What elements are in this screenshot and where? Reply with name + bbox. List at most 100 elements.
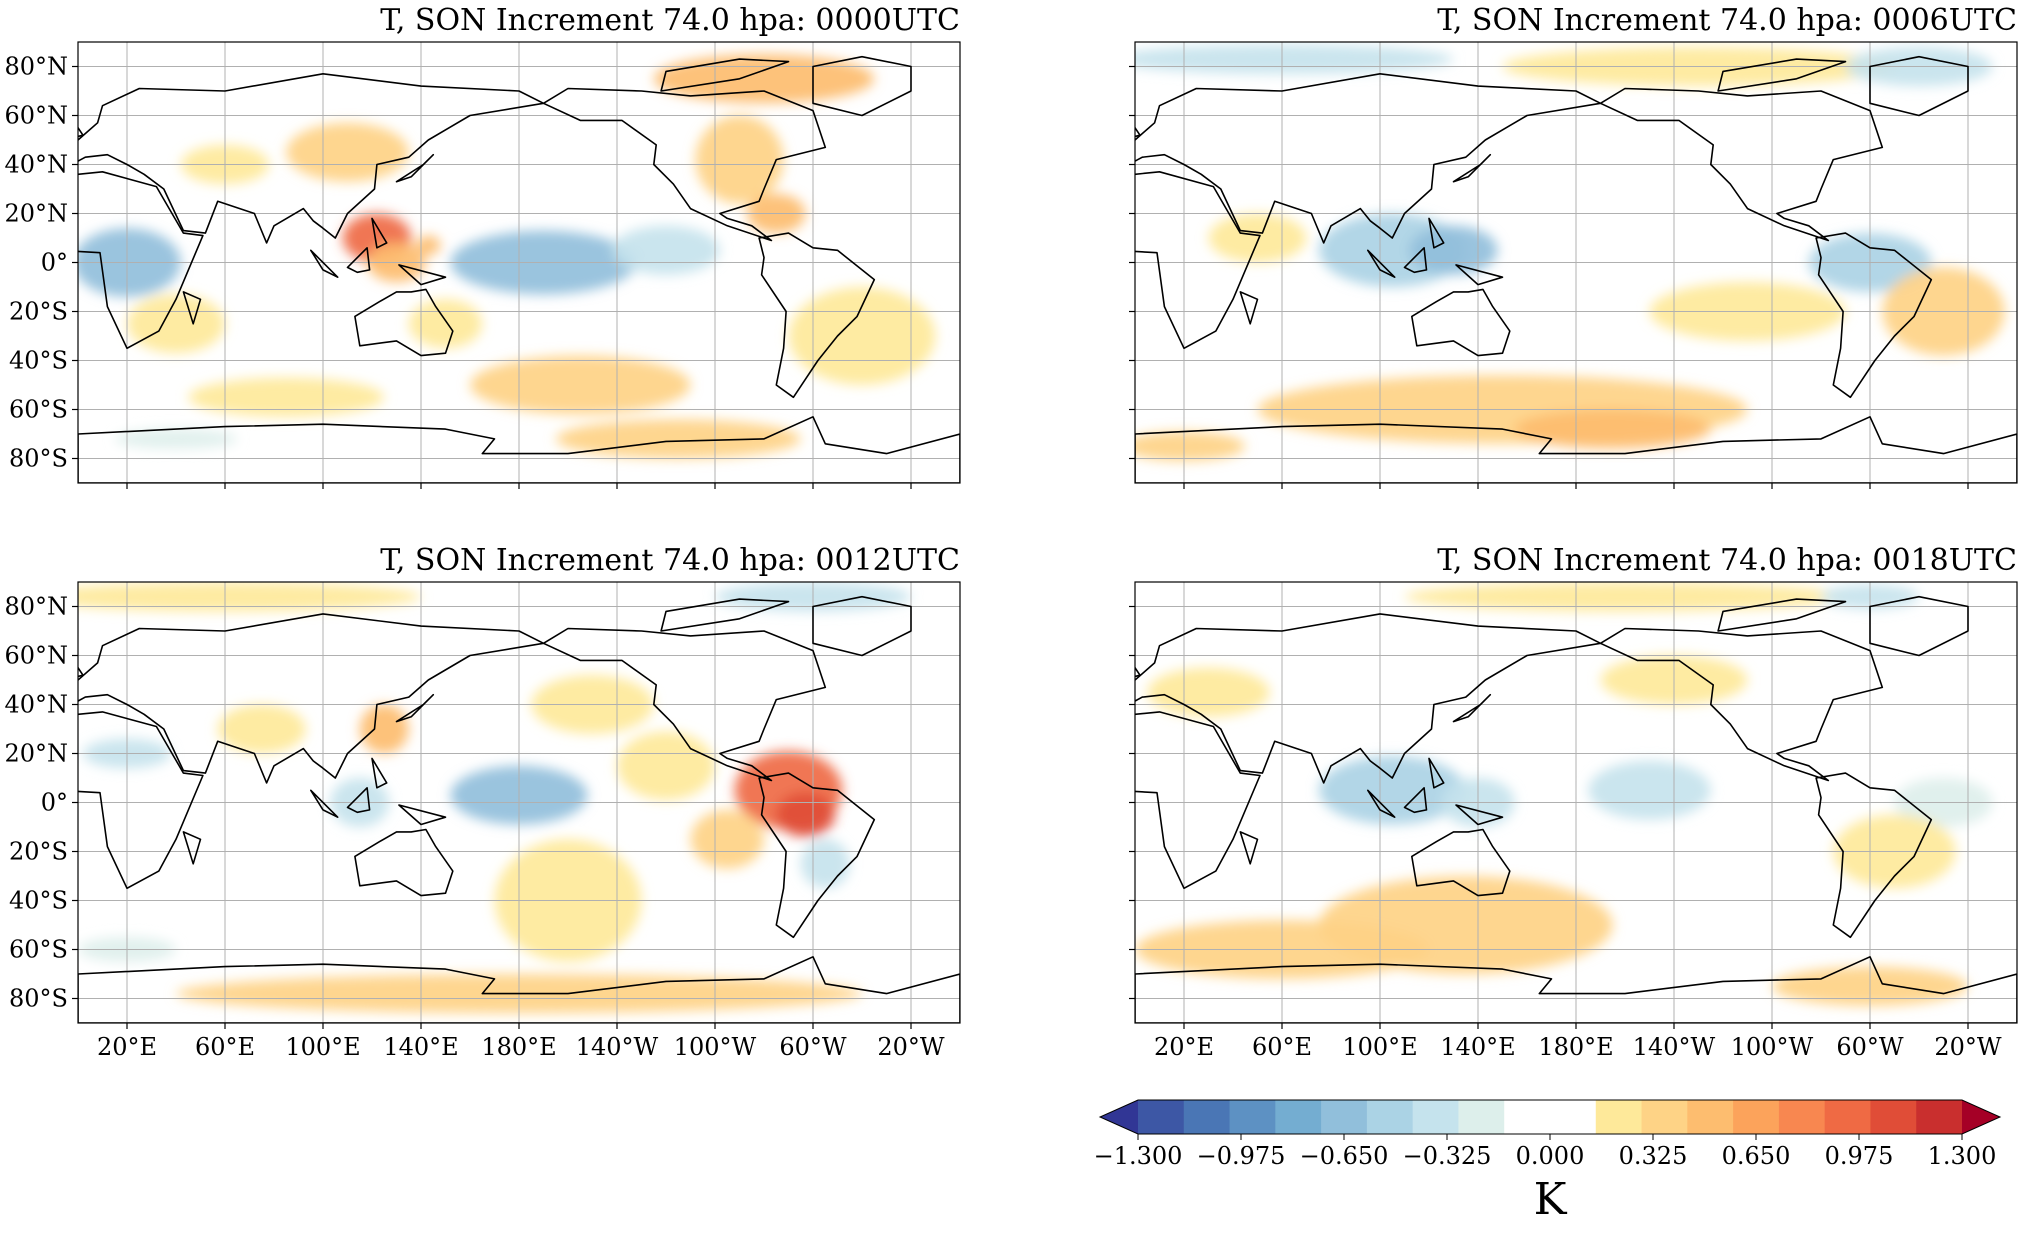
- lon-tick-label: 180°E: [1538, 1033, 1613, 1061]
- lon-tick-label: 20°E: [1154, 1033, 1214, 1061]
- gridlines: [78, 42, 960, 483]
- coastline: [78, 416, 960, 483]
- increment-blob: [1527, 164, 1723, 214]
- increment-blob: [359, 704, 409, 754]
- coastline: [1815, 772, 1933, 939]
- lon-tick-label: 60°E: [195, 1033, 255, 1061]
- lon-tick-label: 100°W: [1731, 1033, 1814, 1061]
- lat-tick-label: 20°S: [9, 838, 68, 866]
- coastline: [1135, 711, 1261, 890]
- colorbar-segment: [1550, 1100, 1597, 1134]
- coastline: [1455, 804, 1504, 826]
- colorbar-segment: [1870, 1100, 1917, 1134]
- coastlines: [78, 55, 960, 483]
- coastline: [398, 804, 447, 826]
- lat-tick-label: 80°S: [9, 445, 68, 473]
- coastline: [78, 73, 545, 244]
- lon-tick-label: 20°W: [1934, 1033, 2002, 1061]
- increment-blob: [114, 429, 238, 449]
- coastline: [1239, 291, 1259, 325]
- coastline: [1599, 627, 1884, 782]
- colorbar-tick-label: 0.975: [1825, 1142, 1894, 1170]
- increment-blob: [776, 792, 836, 837]
- colorbar-tick-label: 0.325: [1619, 1142, 1688, 1170]
- colorbar-segment: [1229, 1100, 1276, 1134]
- increment-blob: [416, 235, 441, 256]
- increment-blob: [1514, 409, 1711, 449]
- colorbar-segment: [1275, 1100, 1322, 1134]
- lat-tick-label: 80°S: [9, 985, 68, 1013]
- colorbar-segment: [1183, 1100, 1231, 1134]
- coastline: [182, 291, 202, 325]
- coastline: [1411, 828, 1511, 897]
- colorbar-segment: [1321, 1100, 1368, 1134]
- panel-title: T, SON Increment 74.0 hpa: 0012UTC: [380, 543, 960, 578]
- increment-blob: [1318, 755, 1466, 825]
- map-panel-0018utc: 20°E 60°E 100°E 140°E 180°E 140°W 100°W 60°W 20°…: [1129, 543, 2018, 1061]
- colorbar-segment: [1504, 1100, 1551, 1134]
- coastline: [371, 217, 388, 249]
- gridlines: [1135, 582, 2017, 1023]
- coastline: [1367, 789, 1396, 818]
- colorbar-segment: [1458, 1100, 1505, 1134]
- coastline: [310, 789, 339, 818]
- colorbar-tick-label: −0.325: [1403, 1142, 1492, 1170]
- colorbar-tick-label: −1.300: [1094, 1142, 1183, 1170]
- colorbar-segment: [1687, 1100, 1734, 1134]
- increment-blob: [690, 809, 764, 869]
- lon-tick-label: 100°E: [1342, 1033, 1417, 1061]
- increment-blob: [1588, 760, 1711, 820]
- lon-tick-label: 60°W: [779, 1033, 847, 1061]
- lat-tick-label: 80°N: [4, 593, 68, 621]
- increment-blob: [188, 377, 385, 417]
- colorbar-segment: [1138, 1100, 1185, 1134]
- coastline: [1599, 87, 1884, 242]
- coastline: [1239, 831, 1259, 865]
- coastline: [371, 757, 388, 789]
- coastline: [1455, 264, 1504, 286]
- panel-title: T, SON Increment 74.0 hpa: 0006UTC: [1437, 3, 2017, 38]
- coastline: [346, 787, 371, 814]
- coastline: [660, 598, 790, 632]
- lon-tick-label: 140°E: [383, 1033, 458, 1061]
- coastline: [1135, 416, 2017, 483]
- coastline: [1135, 956, 2017, 1023]
- lon-tick-label: 180°E: [481, 1033, 556, 1061]
- map-panel-0006utc: T, SON Increment 74.0 hpa: 0006UTC: [1129, 3, 2018, 489]
- colorbar-segment: [1916, 1100, 1963, 1134]
- coastline: [398, 264, 447, 286]
- coastline: [1135, 73, 1602, 244]
- increment-blob: [1147, 667, 1270, 717]
- lat-tick-label: 60°N: [4, 102, 68, 130]
- lat-tick-label: 40°N: [4, 151, 68, 179]
- colorbar-segment: [1778, 1100, 1826, 1134]
- coastline: [346, 247, 371, 274]
- lat-tick-label: 20°N: [4, 740, 68, 768]
- lat-tick-label: 20°S: [9, 298, 68, 326]
- colorbar-tick-label: 1.300: [1928, 1142, 1997, 1170]
- coastline: [1428, 217, 1445, 249]
- coastline: [542, 87, 827, 242]
- coastlines: [1135, 595, 2017, 1023]
- increment-blob: [1208, 213, 1307, 263]
- coastline: [354, 828, 454, 897]
- lat-tick-label: 0°: [41, 249, 68, 277]
- coastline: [1403, 247, 1428, 274]
- lon-tick-label: 100°E: [285, 1033, 360, 1061]
- increment-blob: [800, 839, 850, 889]
- coastline: [660, 58, 790, 92]
- coastline: [1815, 232, 1933, 399]
- colorbar: −1.300 −0.975 −0.650 −0.325 0.000 0.325 0.650 0…: [1094, 1099, 2002, 1225]
- colorbar-extend-min: [1100, 1100, 1138, 1134]
- colorbar-segment: [1595, 1100, 1643, 1134]
- coastline: [1452, 693, 1492, 723]
- lat-tick-label: 20°N: [4, 200, 68, 228]
- lat-tick-label: 80°N: [4, 53, 68, 81]
- lat-tick-label: 0°: [41, 789, 68, 817]
- coastline: [1135, 171, 1261, 350]
- increment-blob: [1135, 431, 1246, 461]
- colorbar-segment: [1641, 1100, 1688, 1134]
- colorbar-tick-label: −0.975: [1197, 1142, 1286, 1170]
- colorbar-tick-label: 0.000: [1516, 1142, 1585, 1170]
